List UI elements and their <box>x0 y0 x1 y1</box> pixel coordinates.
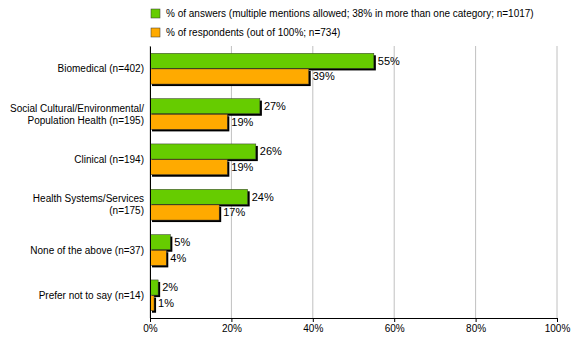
legend-swatch <box>151 9 160 18</box>
data-label: 24% <box>252 191 274 203</box>
y-tick: Biomedical (n=402) <box>58 63 150 74</box>
y-tick: Prefer not to say (n=14) <box>39 290 150 301</box>
bar <box>150 235 170 250</box>
data-label: 1% <box>158 297 174 309</box>
data-label: 19% <box>231 116 253 128</box>
x-tick-label: 0% <box>143 323 158 334</box>
x-tick-label: 40% <box>303 323 323 334</box>
data-label: 26% <box>260 145 282 157</box>
bar <box>150 99 260 114</box>
y-tick: Clinical (n=194) <box>74 154 150 165</box>
data-label: 4% <box>170 252 186 264</box>
bars <box>150 53 376 312</box>
data-label: 17% <box>223 206 245 218</box>
x-tick-mark <box>394 318 395 322</box>
y-tick-label: Social Cultural/Environmental/Population… <box>10 103 144 126</box>
bar <box>150 280 158 295</box>
grid-line <box>557 46 558 318</box>
y-tick-label: None of the above (n=37) <box>30 245 144 256</box>
grid-line <box>231 46 232 318</box>
x-tick-mark <box>231 318 232 322</box>
y-tick-label: Prefer not to say (n=14) <box>39 290 144 301</box>
y-tick: None of the above (n=37) <box>30 245 150 256</box>
legend-label: % of respondents (out of 100%; n=734) <box>166 27 340 38</box>
bar <box>150 144 256 159</box>
x-tick-label: 20% <box>222 323 242 334</box>
data-label: 19% <box>231 161 253 173</box>
x-tick-mark <box>476 318 477 322</box>
bar <box>150 69 309 84</box>
bar <box>150 189 248 204</box>
plot: 55% 27% 26% 24% 5% 2% 39% 19% 19% 17% 4% 1% 0% 20% 40%… <box>10 46 570 334</box>
grid-line <box>150 46 151 318</box>
x-tick: 100% <box>545 318 571 334</box>
x-tick: 80% <box>466 318 486 334</box>
x-tick-label: 60% <box>385 323 405 334</box>
x-tick-mark <box>557 318 558 322</box>
grid <box>150 46 557 318</box>
legend-swatch <box>151 28 160 37</box>
x-tick: 20% <box>222 318 242 334</box>
y-axis-line <box>150 47 151 319</box>
x-axis-line <box>151 318 558 319</box>
grid-line <box>475 46 476 318</box>
x-tick-mark <box>313 318 314 322</box>
data-label: 27% <box>264 100 286 112</box>
x-tick: 60% <box>385 318 405 334</box>
y-tick-label: Clinical (n=194) <box>74 154 144 165</box>
grid-line <box>394 46 395 318</box>
data-label: 39% <box>313 70 335 82</box>
x-axis: 0% 20% 40% 60% 80% 100% <box>143 318 570 334</box>
legend-label: % of answers (multiple mentions allowed;… <box>166 8 534 19</box>
y-tick: Health Systems/Services(n=175) <box>33 193 150 216</box>
data-labels: 55% 27% 26% 24% 5% 2% 39% 19% 19% 17% 4% 1% <box>158 55 400 309</box>
bar <box>150 250 166 265</box>
legend-item: % of respondents (out of 100%; n=734) <box>151 27 340 38</box>
grid-line <box>312 46 313 318</box>
legend-item: % of answers (multiple mentions allowed;… <box>151 8 534 19</box>
data-label: 55% <box>378 55 400 67</box>
y-tick: Social Cultural/Environmental/Population… <box>10 103 150 126</box>
x-tick: 0% <box>143 318 158 334</box>
data-label: 2% <box>162 281 178 293</box>
bar <box>150 205 219 220</box>
bar <box>150 53 374 68</box>
y-tick-label: Health Systems/Services(n=175) <box>33 193 144 216</box>
x-tick-mark <box>150 318 151 322</box>
x-tick: 40% <box>303 318 323 334</box>
bar <box>150 114 227 129</box>
y-tick-label: Biomedical (n=402) <box>58 63 144 74</box>
data-label: 5% <box>174 236 190 248</box>
y-axis: Biomedical (n=402) Social Cultural/Enviro… <box>10 47 150 319</box>
x-tick-label: 100% <box>545 323 571 334</box>
chart: 55% 27% 26% 24% 5% 2% 39% 19% 19% 17% 4% 1% 0% 20% 40%… <box>0 0 580 350</box>
legend: % of answers (multiple mentions allowed;… <box>151 8 534 38</box>
x-tick-label: 80% <box>466 323 486 334</box>
bar <box>150 160 227 175</box>
